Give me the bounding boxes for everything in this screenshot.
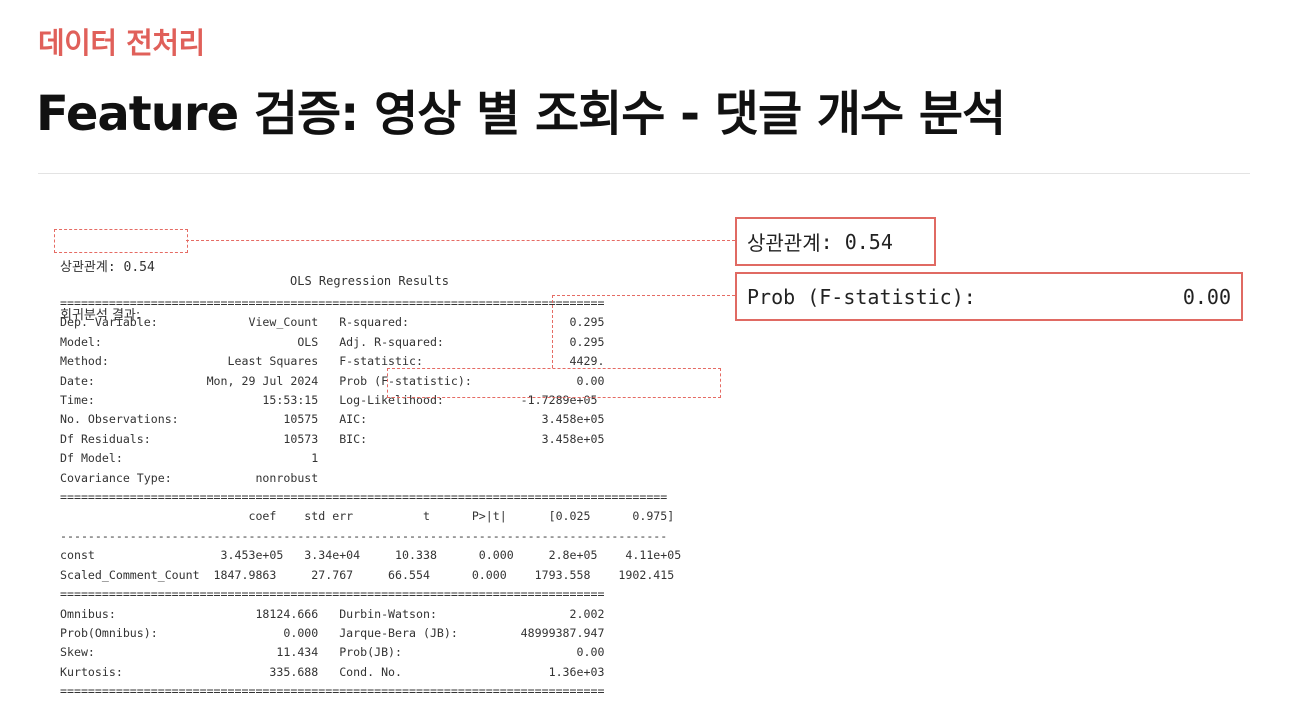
ols-line: Df Residuals: 10573 BIC: 3.458e+05 (60, 431, 605, 446)
ols-line: Skew: 11.434 Prob(JB): 0.00 (60, 645, 605, 660)
slide-title: Feature 검증: 영상 별 조회수 - 댓글 개수 분석 (36, 86, 1006, 142)
title-divider (38, 173, 1250, 174)
ols-line: ========================================… (60, 490, 668, 505)
fstat-connector-top (552, 295, 735, 296)
ols-line: Dep. Variable: View_Count R-squared: 0.2… (60, 315, 605, 330)
correlation-connector (186, 240, 735, 241)
callout-fstat-value: 0.00 (1182, 284, 1231, 309)
ols-line: Scaled_Comment_Count 1847.9863 27.767 66… (60, 567, 675, 582)
ols-line: Method: Least Squares F-statistic: 4429. (60, 354, 605, 369)
correlation-line: 상관관계: 0.54 (60, 260, 155, 276)
ols-line: ----------------------------------------… (60, 528, 668, 543)
ols-line: ========================================… (60, 684, 605, 699)
ols-line: Model: OLS Adj. R-squared: 0.295 (60, 334, 605, 349)
regression-label: 회귀분석 결과: (60, 308, 141, 323)
ols-line: Covariance Type: nonrobust (60, 470, 605, 485)
ols-line: Omnibus: 18124.666 Durbin-Watson: 2.002 (60, 606, 605, 621)
ols-line: ========================================… (60, 296, 605, 310)
correlation-value: : 0.54 (107, 260, 155, 275)
callout-correlation-value: : 0.54 (820, 229, 893, 254)
ols-summary-table: ========================================… (60, 294, 681, 702)
ols-line: coef std err t P>|t| [0.025 0.975] (60, 509, 675, 524)
console-output-head: 상관관계: 0.54 회귀분석 결과: (60, 228, 155, 340)
ols-title: OLS Regression Results (290, 274, 449, 288)
ols-line: Kurtosis: 335.688 Cond. No. 1.36e+03 (60, 664, 605, 679)
ols-line: Time: 15:53:15 Log-Likelihood: -1.7289e+… (60, 393, 598, 408)
correlation-callout: 상관관계: 0.54 (735, 217, 936, 266)
fstat-connector-left (552, 295, 553, 368)
callout-correlation-label: 상관관계 (747, 231, 821, 255)
section-label: 데이터 전처리 (38, 26, 205, 60)
callout-fstat-label: Prob (F-statistic): (747, 284, 976, 309)
ols-line: const 3.453e+05 3.34e+04 10.338 0.000 2.… (60, 548, 682, 563)
ols-line: Prob(Omnibus): 0.000 Jarque-Bera (JB): 4… (60, 625, 605, 640)
fstat-highlight (387, 368, 721, 398)
correlation-label: 상관관계 (60, 260, 108, 275)
ols-line: Df Model: 1 (60, 451, 605, 466)
ols-line: ========================================… (60, 587, 605, 602)
fstat-callout: Prob (F-statistic): 0.00 (735, 272, 1243, 321)
ols-line: Date: Mon, 29 Jul 2024 Prob (F-statistic… (60, 373, 605, 388)
correlation-highlight (54, 229, 188, 253)
ols-line: No. Observations: 10575 AIC: 3.458e+05 (60, 412, 605, 427)
